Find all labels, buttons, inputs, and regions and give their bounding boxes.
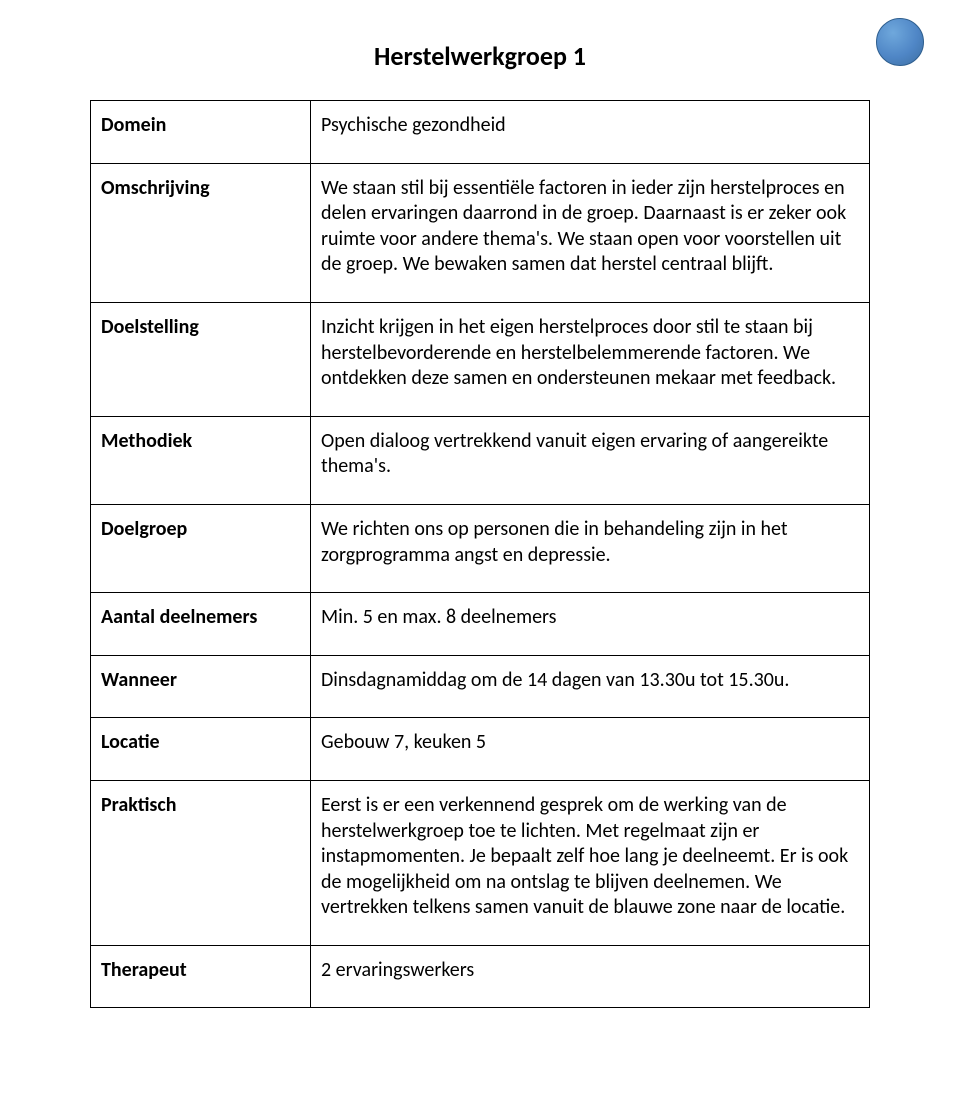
row-label-methodiek: Methodiek <box>91 416 311 504</box>
row-label-wanneer: Wanneer <box>91 655 311 718</box>
table-row: Omschrijving We staan stil bij essentiël… <box>91 163 870 302</box>
page-title: Herstelwerkgroep 1 <box>90 40 870 72</box>
table-row: Doelgroep We richten ons op personen die… <box>91 504 870 592</box>
table-row: Aantal deelnemers Min. 5 en max. 8 deeln… <box>91 593 870 656</box>
row-label-aantal: Aantal deelnemers <box>91 593 311 656</box>
row-value-omschrijving: We staan stil bij essentiële factoren in… <box>311 163 870 302</box>
row-value-domein: Psychische gezondheid <box>311 101 870 164</box>
table-row: Locatie Gebouw 7, keuken 5 <box>91 718 870 781</box>
row-value-doelgroep: We richten ons op personen die in behand… <box>311 504 870 592</box>
info-table: Domein Psychische gezondheid Omschrijvin… <box>90 100 870 1008</box>
table-row: Doelstelling Inzicht krijgen in het eige… <box>91 302 870 416</box>
row-label-locatie: Locatie <box>91 718 311 781</box>
page: Herstelwerkgroep 1 Domein Psychische gez… <box>0 0 960 1068</box>
table-row: Domein Psychische gezondheid <box>91 101 870 164</box>
row-label-doelgroep: Doelgroep <box>91 504 311 592</box>
row-label-praktisch: Praktisch <box>91 780 311 945</box>
row-value-aantal: Min. 5 en max. 8 deelnemers <box>311 593 870 656</box>
row-label-doelstelling: Doelstelling <box>91 302 311 416</box>
circle-icon <box>876 18 924 66</box>
row-label-therapeut: Therapeut <box>91 945 311 1008</box>
row-value-praktisch: Eerst is er een verkennend gesprek om de… <box>311 780 870 945</box>
row-value-wanneer: Dinsdagnamiddag om de 14 dagen van 13.30… <box>311 655 870 718</box>
row-value-methodiek: Open dialoog vertrekkend vanuit eigen er… <box>311 416 870 504</box>
table-row: Therapeut 2 ervaringswerkers <box>91 945 870 1008</box>
table-row: Praktisch Eerst is er een verkennend ges… <box>91 780 870 945</box>
row-label-omschrijving: Omschrijving <box>91 163 311 302</box>
row-value-doelstelling: Inzicht krijgen in het eigen herstelproc… <box>311 302 870 416</box>
table-row: Methodiek Open dialoog vertrekkend vanui… <box>91 416 870 504</box>
row-value-locatie: Gebouw 7, keuken 5 <box>311 718 870 781</box>
table-row: Wanneer Dinsdagnamiddag om de 14 dagen v… <box>91 655 870 718</box>
row-value-therapeut: 2 ervaringswerkers <box>311 945 870 1008</box>
row-label-domein: Domein <box>91 101 311 164</box>
